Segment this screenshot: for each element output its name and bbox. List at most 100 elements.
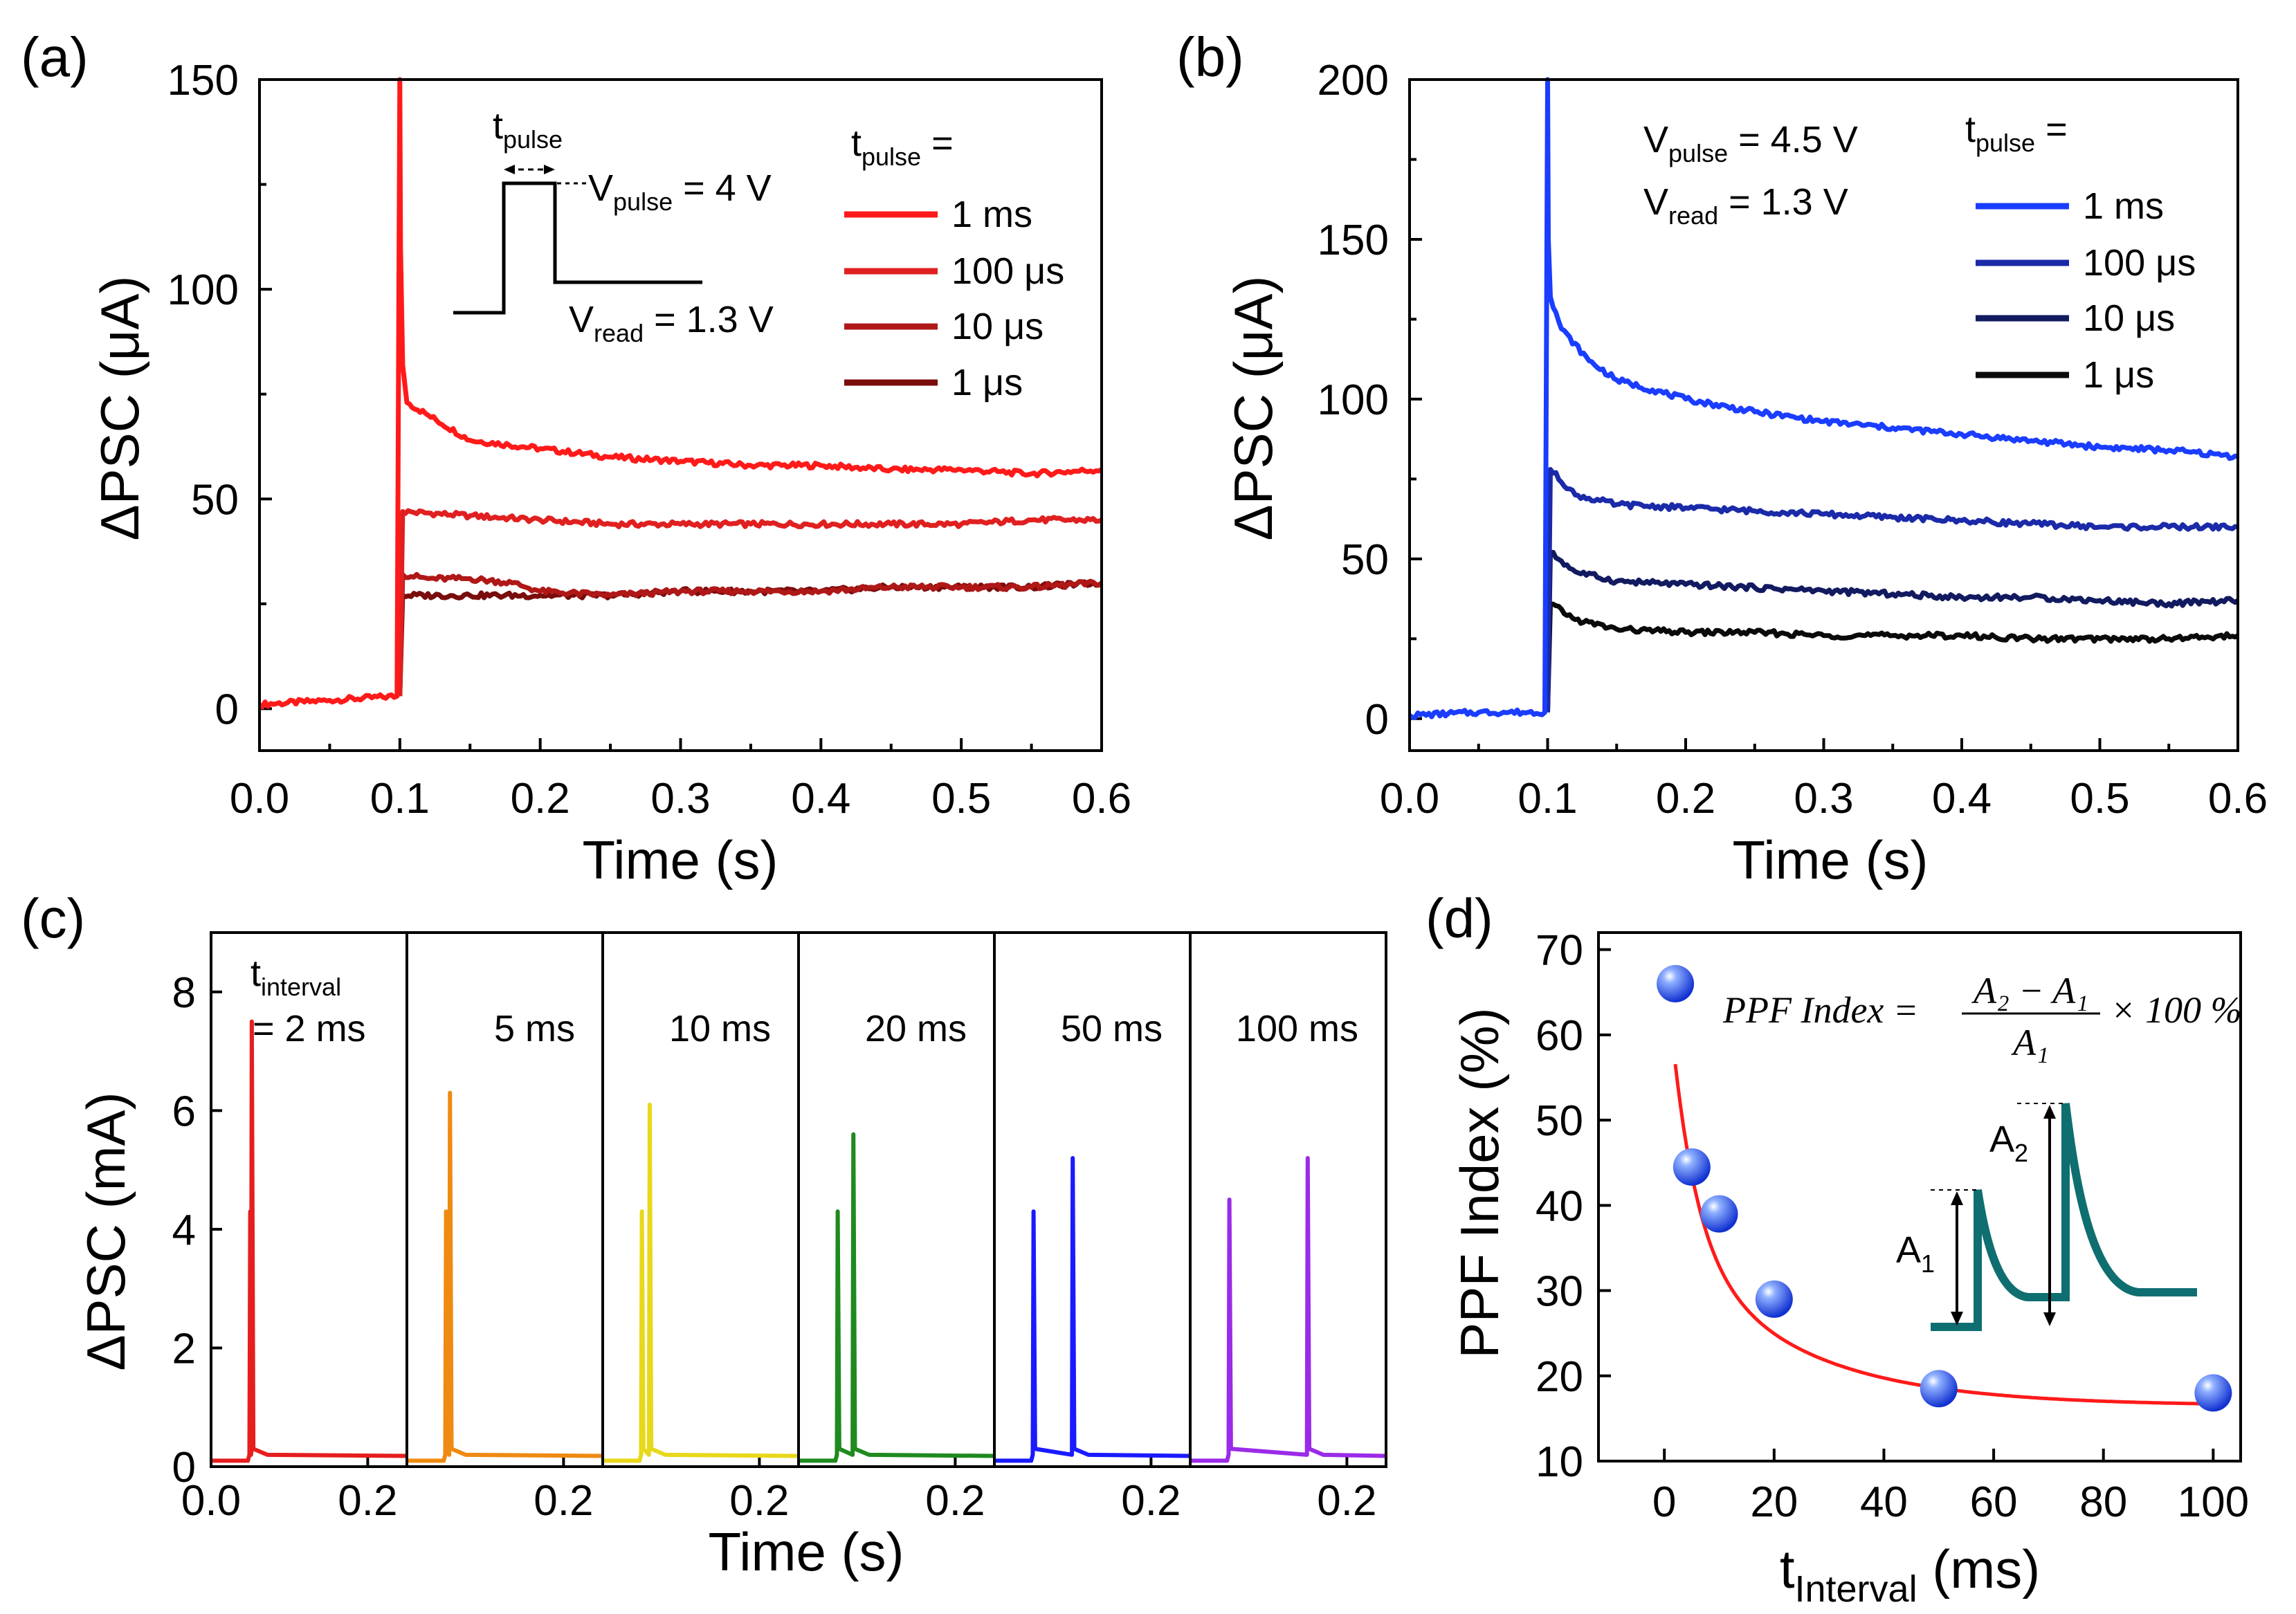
x-tick-label: 0.6: [1072, 775, 1131, 823]
panel-a-legend-1us: 1 μs: [951, 362, 1023, 403]
panel-c-xlabel: Time (s): [708, 1521, 904, 1582]
panel-b: (b) ΔPSC (μA) Time (s) 0.0 0.1 0.2 0.3 0.4 0.…: [1176, 26, 2268, 890]
interval-label-1: 5 ms: [494, 1008, 575, 1049]
panel-b-legend-title: tpulse =: [1965, 109, 2068, 157]
ppf-data-point: [1657, 964, 1695, 1002]
panel-b-legend: tpulse = 1 ms 100 μs 10 μs 1 μs: [1965, 109, 2196, 396]
panel-a-legend-1ms: 1 ms: [951, 194, 1032, 235]
panel-a-series: [257, 77, 1104, 710]
ppf-inset: A1 A2: [1896, 1103, 2197, 1331]
x-tick-label: 0.0: [181, 1477, 241, 1525]
panel-b-label: (b): [1176, 26, 1244, 88]
panel-a-frame: [258, 78, 1103, 752]
series-line-1ms: [257, 77, 1103, 710]
a2-label: A2: [1989, 1119, 2028, 1167]
panel-b-legend-100us: 100 μs: [2083, 242, 2196, 284]
x-tick-label: 40: [1860, 1478, 1908, 1526]
x-tick-label: 0.6: [2208, 775, 2268, 823]
panel-a-xlabel: Time (s): [582, 829, 778, 890]
formula-lhs: PPF Index =: [1722, 989, 1918, 1031]
a2-arrowhead-down: [2043, 1312, 2056, 1326]
a1-arrowhead-down: [1951, 1312, 1963, 1326]
subplot-frame: [1189, 931, 1387, 1468]
pulse-waveform: [453, 181, 702, 315]
x-tick-label: 0.2: [729, 1477, 789, 1525]
vread-label: Vread = 1.3 V: [569, 299, 774, 347]
panel-a-legend-100us: 100 μs: [951, 250, 1064, 292]
panel-b-series: [1408, 77, 2240, 720]
panel-d-label: (d): [1425, 888, 1493, 949]
y-tick-label: 4: [172, 1207, 196, 1254]
pulse-trace-5: [1190, 1155, 1387, 1463]
panel-c-ticks: 0 2 4 6 8 0.0 0.2 0.2 0.2 0.2 0.2 0.2: [172, 969, 1377, 1525]
x-tick-label: 0.4: [1932, 775, 1992, 823]
ppf-fit-curve: [1673, 1063, 2214, 1406]
y-tick-label: 70: [1536, 927, 1583, 975]
panel-d-points: [1657, 964, 2232, 1412]
interval-label-0: = 2 ms: [253, 1008, 366, 1049]
formula-denominator: A₁: [2011, 1022, 2049, 1063]
panel-b-legend-10us: 10 μs: [2083, 297, 2175, 339]
panel-c-frames: [210, 931, 1387, 1468]
x-tick-label: 0.2: [534, 1477, 593, 1525]
panel-d-fit: [1673, 1063, 2214, 1406]
y-tick-label: 150: [1318, 217, 1389, 264]
series-line-100us: [397, 508, 1103, 697]
y-tick-label: 8: [172, 969, 196, 1017]
panel-a-ylabel: ΔPSC (μA): [89, 275, 150, 540]
tpulse-label: tpulse: [493, 105, 563, 154]
panel-c: (c) ΔPSC (mA) Time (s) 0 2 4 6 8 0.0 0.2 0.2 0.2…: [21, 888, 1387, 1582]
series-line-1us: [1545, 601, 2239, 713]
panel-a-legend: tpulse = 1 ms 100 μs 10 μs 1 μs: [844, 122, 1064, 403]
pulse-trace-4: [994, 1155, 1191, 1463]
y-tick-label: 0: [1365, 696, 1389, 744]
panel-b-ticks: 0.0 0.1 0.2 0.3 0.4 0.5 0.6 0 50 100 150 200: [1318, 57, 2268, 823]
series-line-100us: [1545, 467, 2239, 713]
y-tick-label: 2: [172, 1325, 196, 1373]
panel-d-ylabel: PPF Index (%): [1449, 1007, 1510, 1358]
interval-label-4: 50 ms: [1061, 1008, 1163, 1049]
formula-tail: × 100 %: [2111, 989, 2241, 1031]
y-tick-label: 6: [172, 1088, 196, 1135]
formula-numerator: A₂ − A₁: [1971, 970, 2088, 1011]
panel-c-interval-title: tinterval: [250, 953, 341, 1001]
pulse-trace-2: [603, 1102, 799, 1463]
y-tick-label: 50: [1536, 1097, 1583, 1145]
panel-a-ticks: 0.0 0.1 0.2 0.3 0.4 0.5 0.6 0 50 100 150: [167, 57, 1132, 823]
x-tick-label: 80: [2079, 1478, 2127, 1526]
interval-label-3: 20 ms: [865, 1008, 967, 1049]
x-tick-label: 20: [1750, 1478, 1798, 1526]
panel-a: (a) ΔPSC (μA) Time (s) 0.0 0.1 0.2 0.3 0.4 0.…: [21, 26, 1131, 890]
y-tick-label: 50: [1341, 536, 1389, 584]
x-tick-label: 0.3: [650, 775, 710, 823]
series-line-10us: [397, 571, 1104, 697]
panel-a-legend-10us: 10 μs: [951, 306, 1044, 347]
interval-label-5: 100 ms: [1236, 1008, 1358, 1049]
x-tick-label: 0.5: [931, 775, 991, 823]
pulse-trace-3: [799, 1132, 995, 1463]
pulse-trace-1: [407, 1090, 603, 1463]
panel-b-ylabel: ΔPSC (μA): [1223, 275, 1284, 540]
ppf-formula: PPF Index = A₂ − A₁ A₁ × 100 %: [1722, 970, 2241, 1063]
panel-c-series: [211, 1019, 1387, 1463]
panel-b-frame: [1408, 78, 2239, 752]
y-tick-label: 50: [191, 476, 239, 524]
x-tick-label: 0.0: [230, 775, 289, 823]
y-tick-label: 0: [215, 686, 239, 733]
panel-b-annotation: Vpulse = 4.5 V Vread = 1.3 V: [1643, 119, 1858, 230]
panel-c-label: (c): [21, 888, 85, 949]
a2-arrowhead-up: [2043, 1105, 2056, 1119]
panel-c-interval-labels: = 2 ms 5 ms 10 ms 20 ms 50 ms 100 ms: [253, 1008, 1358, 1049]
y-tick-label: 150: [167, 57, 239, 104]
y-tick-label: 200: [1318, 57, 1389, 104]
tpulse-arrowhead-right: [544, 165, 555, 174]
y-tick-label: 100: [1318, 376, 1389, 424]
panel-b-vread: Vread = 1.3 V: [1643, 181, 1848, 230]
interval-label-2: 10 ms: [669, 1008, 771, 1049]
panel-a-pulse-inset: tpulse Vpulse = 4 V Vread = 1.3 V: [453, 105, 774, 347]
ppf-waveform: [1931, 1103, 2197, 1331]
x-tick-label: 0.1: [1518, 775, 1577, 823]
x-tick-label: 0.4: [791, 775, 850, 823]
x-tick-label: 0.2: [1121, 1477, 1181, 1525]
